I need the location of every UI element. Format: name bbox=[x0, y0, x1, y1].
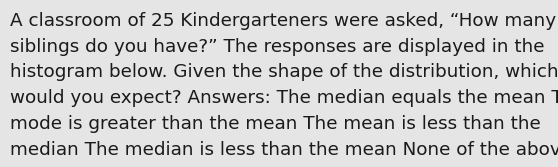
Text: histogram below. Given the shape of the distribution, which: histogram below. Given the shape of the … bbox=[10, 63, 558, 81]
Text: A classroom of 25 Kindergarteners were asked, “How many: A classroom of 25 Kindergarteners were a… bbox=[10, 12, 556, 30]
Text: siblings do you have?” The responses are displayed in the: siblings do you have?” The responses are… bbox=[10, 38, 545, 56]
Text: mode is greater than the mean The mean is less than the: mode is greater than the mean The mean i… bbox=[10, 115, 541, 133]
Text: would you expect? Answers: The median equals the mean The: would you expect? Answers: The median eq… bbox=[10, 89, 558, 107]
Text: median The median is less than the mean None of the above: median The median is less than the mean … bbox=[10, 141, 558, 159]
